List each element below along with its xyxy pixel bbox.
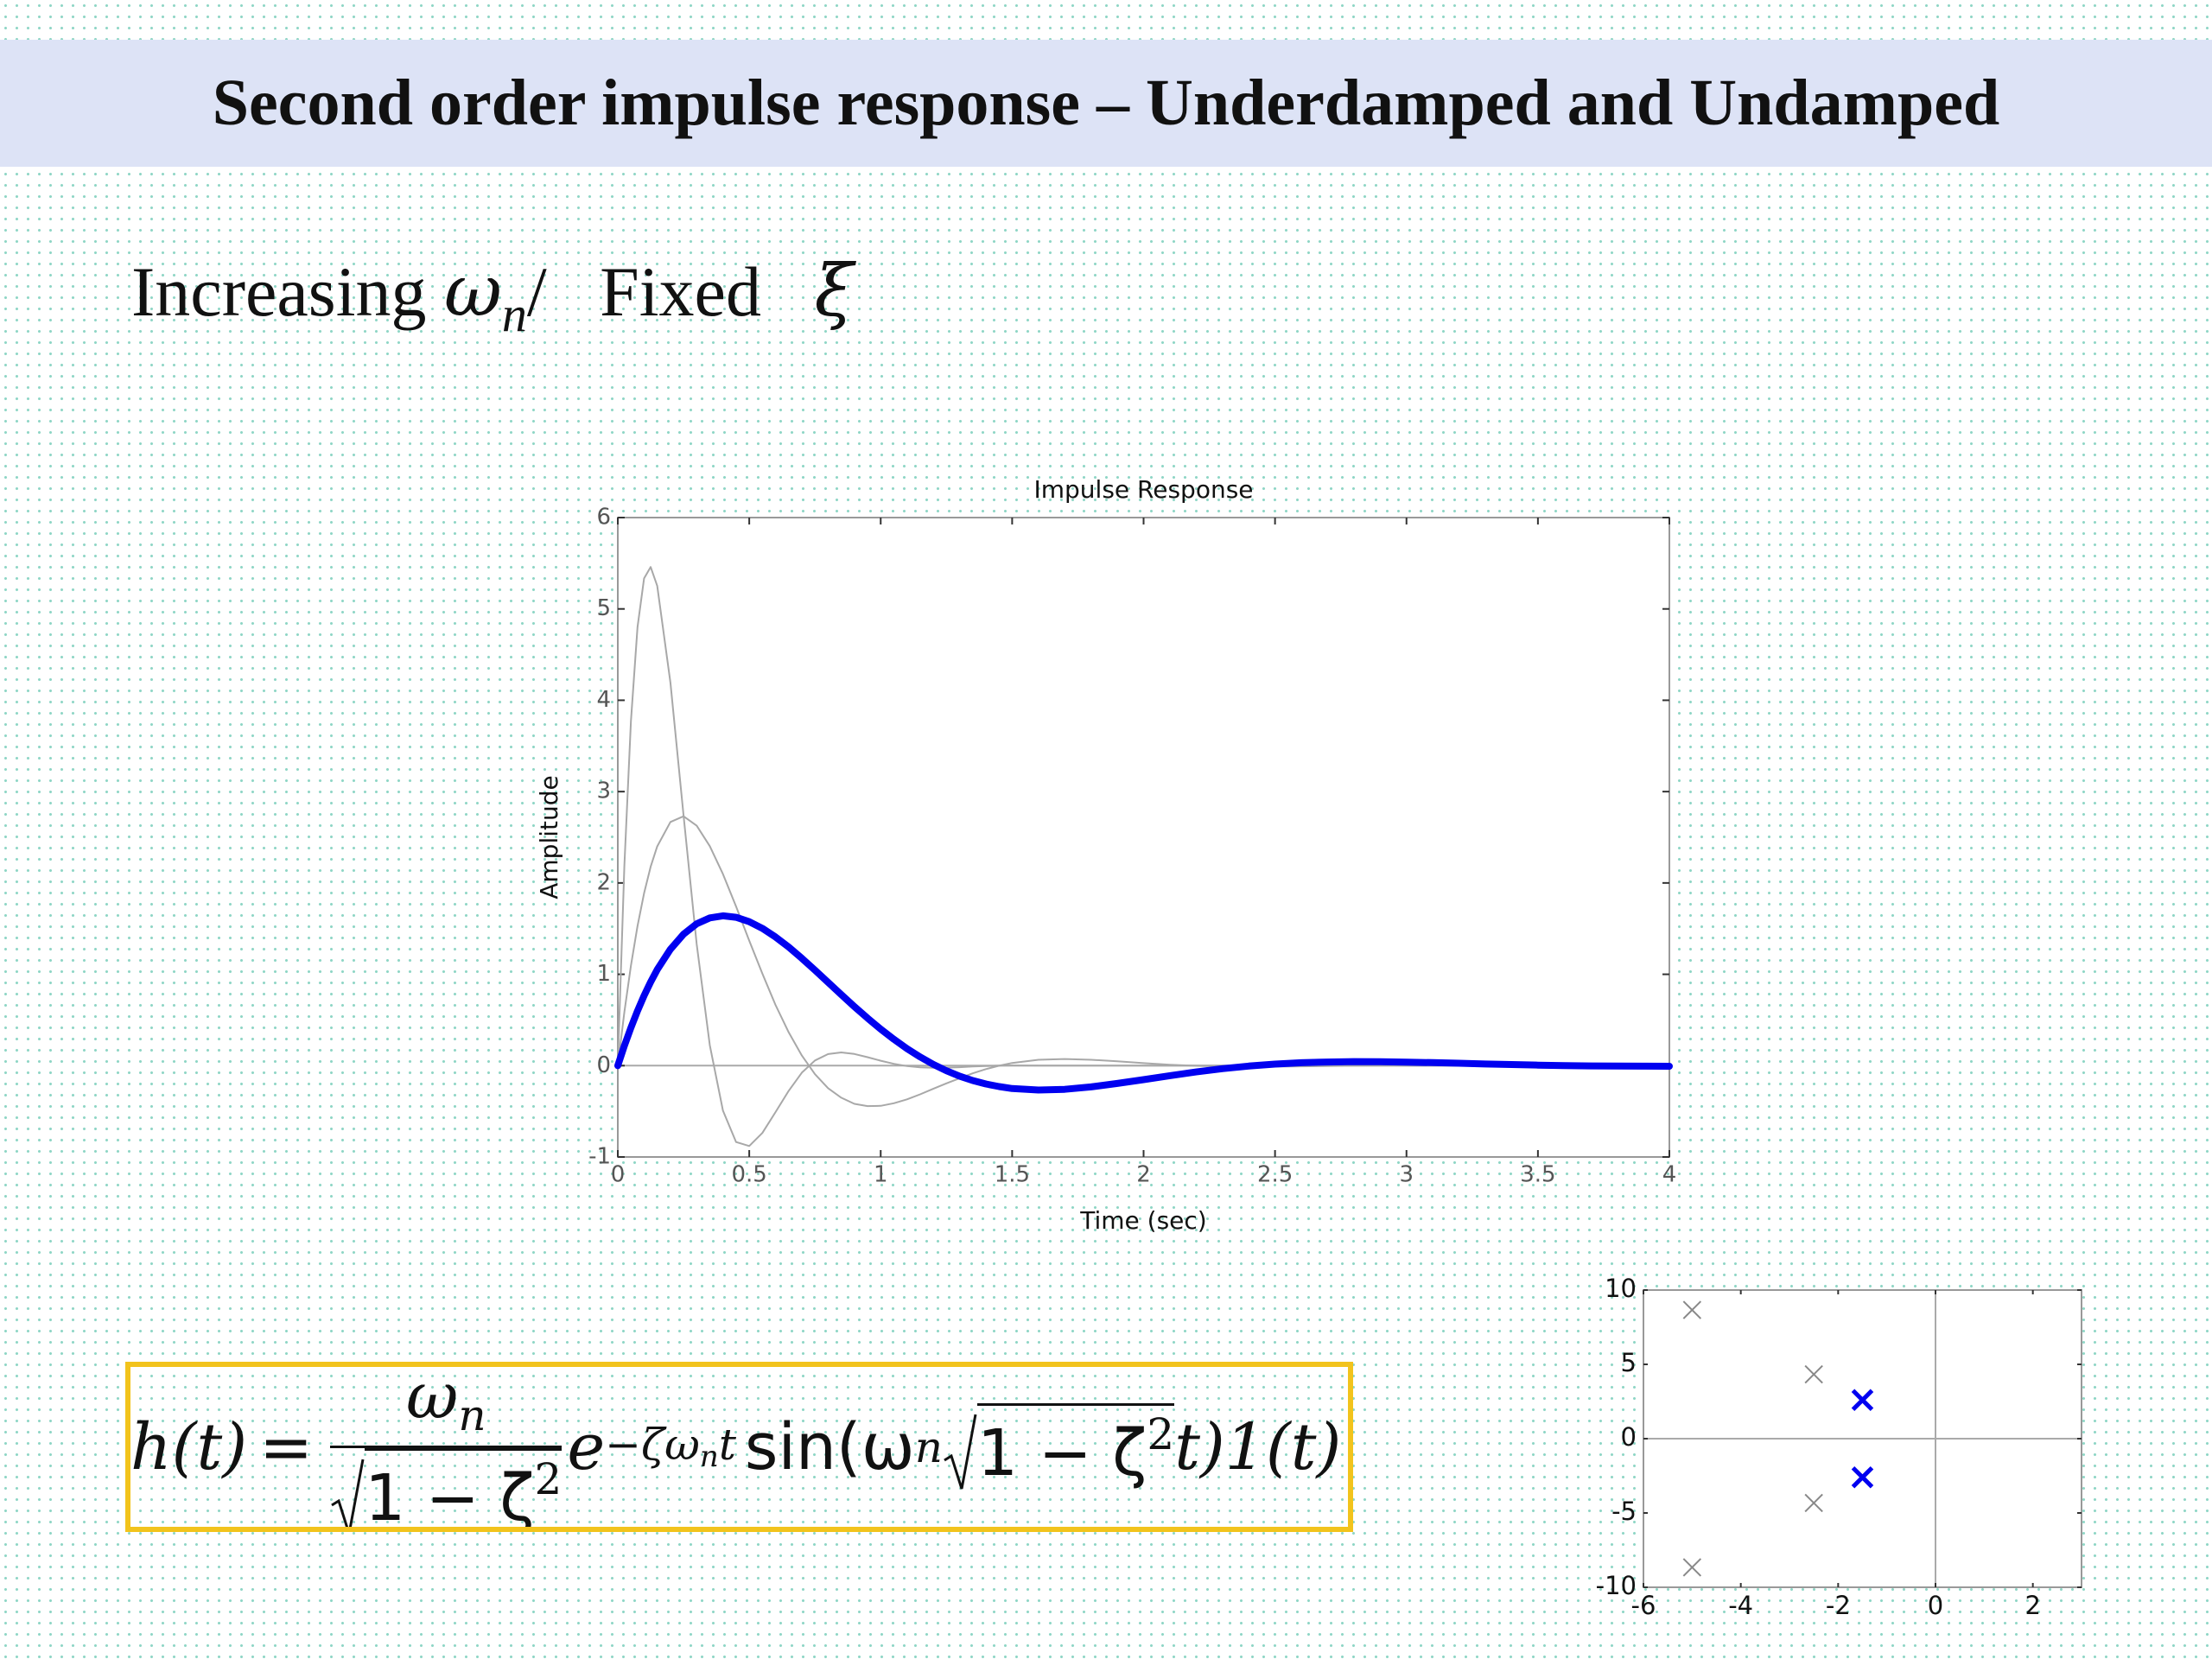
x-tick-label: 0.5 xyxy=(731,1161,766,1187)
subscript: n xyxy=(501,286,527,342)
formula-symbol: e xyxy=(567,1409,606,1484)
radical-sign xyxy=(944,1414,977,1490)
radicand: 1 − ζ2 xyxy=(365,1447,563,1532)
formula-text: 1 − ζ xyxy=(976,1416,1147,1491)
y-tick-label: 3 xyxy=(596,779,611,804)
formula-sup: 2 xyxy=(534,1453,563,1504)
radicand: 1 − ζ2 xyxy=(976,1403,1175,1491)
numerator: ωn xyxy=(330,1362,563,1448)
formula-text: t xyxy=(718,1420,736,1470)
x-tick-label: 3 xyxy=(1399,1161,1414,1187)
x-tick-label: 3.5 xyxy=(1520,1161,1555,1187)
pole-marker xyxy=(1804,1364,1823,1384)
formula-text: sin(ω xyxy=(744,1409,915,1484)
subheading-text: Fixed xyxy=(600,252,761,331)
x-tick-label: 1 xyxy=(874,1161,888,1187)
formula-symbol: ω xyxy=(405,1362,459,1433)
y-tick-label: 0 xyxy=(596,1052,611,1078)
formula-sub: n xyxy=(914,1421,943,1472)
formula-lhs: h(t) xyxy=(130,1409,248,1484)
x-axis-label: Time (sec) xyxy=(1079,1206,1206,1235)
x-tick-label: -2 xyxy=(1826,1591,1851,1620)
subheading-text: Increasing xyxy=(131,252,427,331)
y-tick-label: 5 xyxy=(596,595,611,621)
x-tick-label: -4 xyxy=(1728,1591,1753,1620)
x-tick-label: 1.5 xyxy=(995,1161,1030,1187)
marker-stroke xyxy=(1682,1300,1702,1319)
y-tick-label: 1 xyxy=(596,961,611,987)
pole-marker xyxy=(1851,1389,1874,1412)
marker-stroke xyxy=(1804,1493,1823,1513)
y-tick-label: 5 xyxy=(1621,1348,1637,1377)
fraction: ωn 1 − ζ2 xyxy=(330,1362,563,1532)
radical: 1 − ζ2 xyxy=(330,1447,563,1532)
formula-text: 1 − ζ xyxy=(365,1460,535,1532)
chart-title: Impulse Response xyxy=(1033,475,1253,504)
formula-sub: n xyxy=(699,1440,719,1474)
pole-marker xyxy=(1682,1558,1702,1577)
pole-marker xyxy=(1804,1493,1823,1513)
symbol: ω xyxy=(444,251,502,333)
x-tick-label: 4 xyxy=(1662,1161,1677,1187)
x-tick-label: 2 xyxy=(1136,1161,1151,1187)
x-tick-label: 2 xyxy=(2024,1591,2040,1620)
marker-stroke xyxy=(1804,1364,1823,1384)
formula-sup: 2 xyxy=(1147,1409,1175,1459)
y-tick-label: 0 xyxy=(1621,1422,1637,1452)
y-axis-label: Amplitude xyxy=(535,775,563,899)
y-tick-label: -1 xyxy=(588,1144,611,1170)
subheading: Increasing ωn/ Fixed ξ xyxy=(131,251,854,343)
slash: / xyxy=(526,252,547,331)
y-tick-label: 10 xyxy=(1605,1274,1637,1303)
y-tick-label: 4 xyxy=(596,687,611,713)
marker-stroke xyxy=(1682,1558,1702,1577)
y-tick-label: 6 xyxy=(596,505,611,531)
x-tick-label: 2.5 xyxy=(1257,1161,1293,1187)
series-line xyxy=(614,912,1673,1094)
formula-sub: n xyxy=(458,1389,486,1440)
y-tick-label: 2 xyxy=(596,869,611,895)
pole-marker xyxy=(1682,1300,1702,1319)
formula-text: t)1(t) xyxy=(1174,1409,1342,1484)
x-tick-label: -6 xyxy=(1631,1591,1656,1620)
slide-title: Second order impulse response – Underdam… xyxy=(212,67,2000,139)
formula-exponent: −ζωnt xyxy=(605,1420,736,1474)
x-tick-label: 0 xyxy=(611,1161,626,1187)
marker-stroke xyxy=(1851,1389,1874,1412)
radical-sign xyxy=(331,1459,365,1527)
plot-area xyxy=(617,517,1670,1158)
formula-equals: = xyxy=(259,1409,314,1484)
formula-text: −ζω xyxy=(605,1420,700,1470)
pole-marker xyxy=(1851,1465,1874,1489)
y-tick-label: -10 xyxy=(1596,1571,1637,1600)
y-tick-label: -5 xyxy=(1611,1497,1637,1526)
x-tick-label: 0 xyxy=(1928,1591,1943,1620)
title-band xyxy=(0,40,2212,167)
marker-stroke xyxy=(1851,1465,1874,1489)
formula-box: h(t) = ωn 1 − ζ2 e −ζωnt sin(ω n 1 − ζ2 t)… xyxy=(125,1362,1353,1532)
symbol: ξ xyxy=(814,251,854,333)
radical: 1 − ζ2 xyxy=(943,1403,1175,1491)
